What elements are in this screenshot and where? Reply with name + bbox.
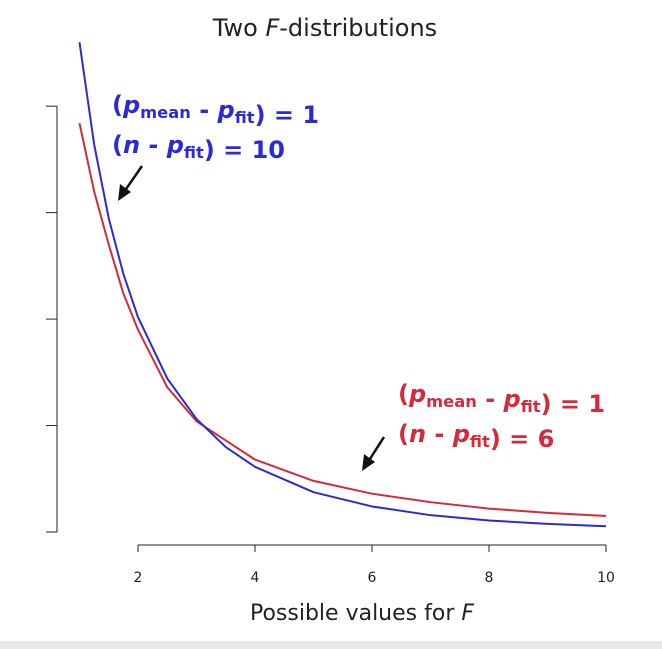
text-part: (: [112, 131, 123, 159]
series-line: [78, 42, 607, 528]
italic-part: p: [122, 91, 140, 119]
chart-title: Two F-distributions: [212, 14, 437, 42]
italic-part: p: [166, 131, 184, 159]
italic-part: F: [265, 14, 280, 42]
subscript: fit: [184, 143, 204, 162]
text-part: Two: [212, 14, 266, 42]
subscript: fit: [521, 397, 541, 416]
arrow-head: [362, 454, 375, 471]
text-part: -: [477, 385, 504, 413]
italic-part: p: [503, 385, 521, 413]
subscript: mean: [426, 392, 477, 411]
text-part: (: [398, 420, 409, 448]
text-part: -distributions: [279, 14, 437, 42]
subscript: mean: [140, 103, 191, 122]
x-tick-label: 4: [251, 570, 260, 586]
italic-part: p: [408, 380, 426, 408]
text-part: Possible values for: [250, 601, 461, 626]
italic-part: n: [123, 131, 140, 159]
series-line: [78, 122, 607, 518]
italic-part: n: [409, 420, 426, 448]
italic-part: p: [217, 96, 235, 124]
text-part: (: [112, 91, 123, 119]
text-part: ) = 1: [541, 390, 606, 418]
text-part: ) = 10: [204, 136, 285, 164]
subscript: fit: [235, 108, 255, 127]
text-part: -: [140, 131, 167, 159]
italic-part: F: [461, 601, 474, 626]
annotation: (pmean - pfit) = 1: [112, 91, 319, 129]
x-tick-label: 2: [134, 570, 143, 586]
text-part: -: [426, 420, 453, 448]
x-tick-label: 6: [368, 570, 377, 586]
x-tick-label: 8: [485, 570, 494, 586]
text-part: (: [398, 380, 409, 408]
subscript: fit: [470, 432, 490, 451]
arrow-head: [118, 184, 131, 201]
text-part: ) = 1: [255, 101, 320, 129]
bottom-strip: [0, 641, 662, 649]
arrow: [366, 436, 386, 463]
annotation: (pmean - pfit) = 1: [398, 380, 605, 418]
text-part: ) = 6: [490, 425, 555, 453]
italic-part: p: [452, 420, 470, 448]
arrow: [122, 165, 144, 193]
annotation: (n - pfit) = 6: [398, 420, 554, 453]
x-axis-label: Possible values for F: [250, 601, 474, 626]
x-tick-label: 10: [597, 570, 615, 586]
arrows: [118, 165, 386, 471]
text-part: -: [191, 96, 218, 124]
annotation: (n - pfit) = 10: [112, 131, 285, 164]
